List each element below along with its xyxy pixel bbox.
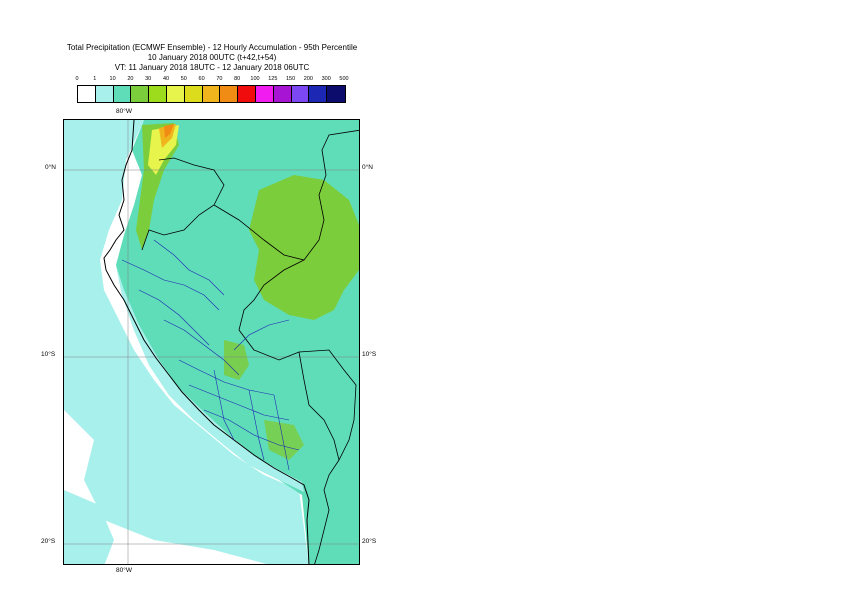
ocean-patch-sw [64, 490, 114, 564]
legend-label: 150 [286, 76, 296, 82]
legend-swatch [273, 86, 292, 102]
legend-label: 100 [250, 76, 260, 82]
legend-label: 40 [162, 76, 170, 82]
lon-label-80W-top: 80°W [116, 108, 132, 115]
lat-label-20S-left: 20°S [41, 538, 56, 545]
legend-label: 125 [268, 76, 278, 82]
regional-borders [121, 239, 300, 471]
legend-label: 200 [303, 76, 313, 82]
legend-color-bar [77, 85, 346, 103]
legend-label: 70 [216, 76, 223, 82]
chart-title: Total Precipitation (ECMWF Ensemble) - 1… [66, 43, 358, 52]
country-border-peru-east [238, 259, 357, 564]
precip-peak-red [164, 124, 174, 138]
legend-swatch [95, 86, 114, 102]
lat-label-0N-right: 0°N [362, 164, 373, 171]
precip-area-south-andes [264, 420, 304, 460]
legend-label: 20 [127, 76, 134, 82]
color-legend: 0 1 10 20 30 40 50 60 70 80 100 125 150 … [75, 76, 355, 103]
lat-label-10S-right: 10°S [362, 351, 377, 358]
lon-label-80W-bottom: 80°W [116, 567, 132, 574]
legend-label: 10 [109, 76, 116, 82]
precip-area-amazon [249, 175, 359, 320]
map-svg [64, 120, 359, 564]
legend-label: 500 [339, 76, 349, 82]
legend-swatch [309, 86, 328, 102]
lat-label-10S-left: 10°S [41, 351, 56, 358]
legend-label: 300 [321, 76, 331, 82]
precip-area-central [224, 340, 249, 380]
legend-swatch [220, 86, 239, 102]
lat-label-20S-right: 20°S [362, 538, 377, 545]
lat-label-0N-left: 0°N [45, 164, 56, 171]
legend-swatch [291, 86, 310, 102]
legend-swatch [184, 86, 203, 102]
chart-title-block: Total Precipitation (ECMWF Ensemble) - 1… [0, 43, 424, 73]
legend-swatch [113, 86, 132, 102]
legend-swatch [202, 86, 221, 102]
ocean-light-precip-area [64, 120, 309, 564]
legend-swatch [78, 86, 96, 102]
legend-label: 0 [75, 76, 79, 82]
legend-swatch [255, 86, 274, 102]
legend-label: 80 [234, 76, 241, 82]
valid-time: VT: 11 January 2018 18UTC - 12 January 2… [114, 63, 310, 72]
legend-swatch [238, 86, 256, 102]
legend-labels: 0 1 10 20 30 40 50 60 70 80 100 125 150 … [75, 76, 355, 85]
country-border-bolivia [298, 351, 340, 461]
legend-swatch [327, 86, 345, 102]
legend-swatch [149, 86, 167, 102]
legend-label: 30 [145, 76, 152, 82]
precipitation-map[interactable] [63, 119, 360, 565]
legend-label: 50 [180, 76, 187, 82]
precip-area-north-andes [136, 123, 179, 250]
legend-label: 60 [198, 76, 205, 82]
coastline [103, 120, 310, 564]
country-border-peru-brazil [213, 129, 359, 261]
legend-swatch [131, 86, 150, 102]
legend-label: 1 [93, 76, 97, 82]
legend-swatch [166, 86, 185, 102]
base-time: 10 January 2018 00UTC (t+42,t+54) [147, 53, 277, 62]
